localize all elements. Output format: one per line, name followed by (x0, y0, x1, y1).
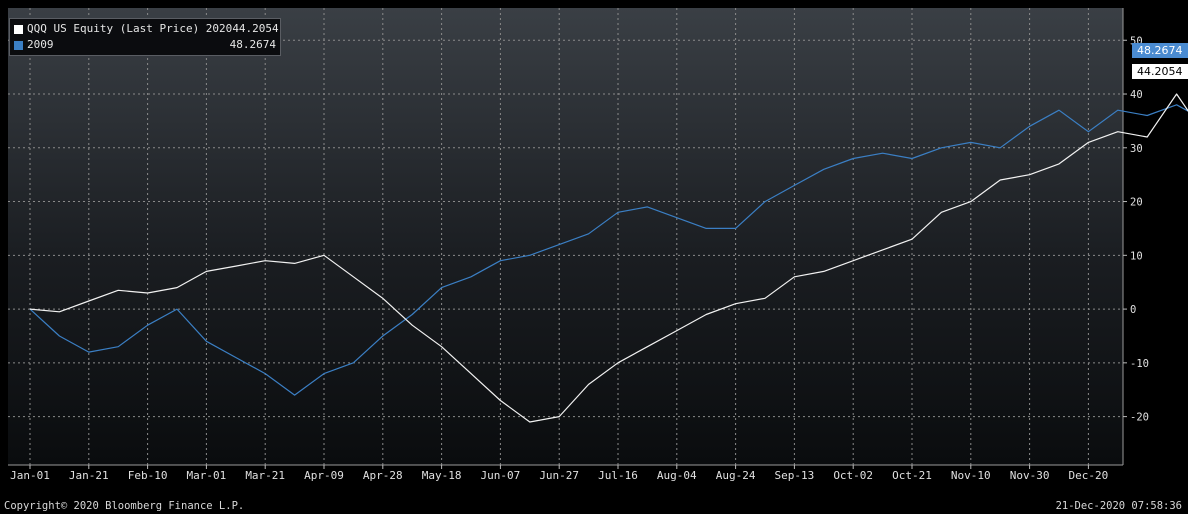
last-value-tag-2009: 48.2674 (1132, 42, 1188, 58)
x-tick-label: Mar-21 (245, 469, 285, 482)
legend-label-qqq: QQQ US Equity (Last Price) 2020 (27, 22, 233, 35)
legend-item-qqq: QQQ US Equity (Last Price) 2020 44.2054 (14, 21, 279, 37)
y-tick-label: 0 (1130, 304, 1136, 316)
x-tick-label: Jan-01 (10, 469, 50, 482)
x-tick-label: Apr-09 (304, 469, 344, 482)
y-tick-label: 20 (1130, 197, 1143, 209)
legend-swatch-2009 (14, 40, 23, 50)
x-tick-label: Feb-10 (128, 469, 168, 482)
timestamp-text: 21-Dec-2020 07:58:36 (1055, 500, 1182, 512)
x-tick-label: Oct-21 (892, 469, 932, 482)
x-tick-label: Aug-24 (716, 469, 756, 482)
legend: QQQ US Equity (Last Price) 2020 44.2054 … (9, 18, 281, 56)
last-value-tag-qqq: 44.2054 (1132, 64, 1188, 80)
y-tick-label: -20 (1130, 412, 1149, 424)
x-tick-label: Jun-07 (481, 469, 521, 482)
x-tick-label: Jun-27 (539, 469, 579, 482)
series-group (29, 93, 1188, 423)
plot-background (8, 8, 1123, 465)
series-line-2009 (29, 104, 1188, 396)
legend-value-2009: 48.2674 (229, 38, 276, 51)
x-tick-label: Jul-16 (598, 469, 638, 482)
x-tick-label: Nov-10 (951, 469, 991, 482)
x-tick-label: Oct-02 (833, 469, 873, 482)
x-tick-label: Aug-04 (657, 469, 697, 482)
x-tick-label: Mar-01 (187, 469, 227, 482)
legend-label-2009: 2009 (27, 38, 54, 51)
y-tick-label: -10 (1130, 358, 1149, 370)
x-tick-label: Dec-20 (1069, 469, 1109, 482)
legend-swatch-qqq (14, 24, 23, 34)
legend-value-qqq: 44.2054 (232, 22, 279, 35)
copyright-text: Copyright© 2020 Bloomberg Finance L.P. (4, 500, 245, 512)
x-tick-label: Apr-28 (363, 469, 403, 482)
x-tick-label: May-18 (422, 469, 462, 482)
series-line-qqq (29, 93, 1188, 423)
grid (8, 8, 1123, 465)
x-tick-label: Sep-13 (775, 469, 815, 482)
y-tick-label: 40 (1130, 89, 1143, 101)
y-tick-label: 30 (1130, 143, 1143, 155)
x-tick-label: Jan-21 (69, 469, 109, 482)
y-tick-label: 10 (1130, 250, 1143, 262)
x-tick-label: Nov-30 (1010, 469, 1050, 482)
x-ticks: Jan-01 Jan-21 Feb-10 Mar-01 Mar-21 Apr-09 Apr-… (10, 465, 1108, 482)
legend-item-2009: 2009 48.2674 (14, 37, 276, 53)
